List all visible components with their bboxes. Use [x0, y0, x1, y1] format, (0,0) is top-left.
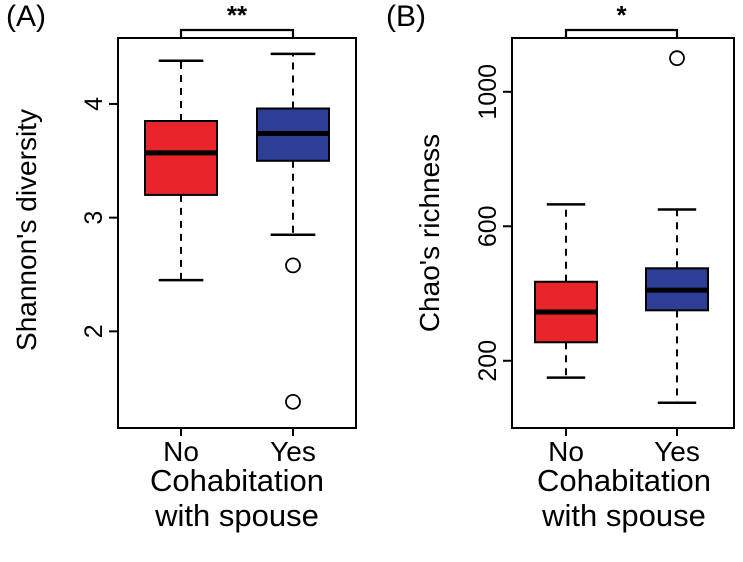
y-tick-label: 3 — [80, 211, 108, 225]
y-tick-label: 600 — [474, 205, 502, 247]
panel-b-x-axis-label-line1: Cohabitation — [536, 463, 712, 498]
y-tick-label: 4 — [80, 97, 108, 111]
significance-label: ** — [227, 0, 248, 30]
panel-b-x-axis-label: Cohabitation with spouse — [536, 463, 712, 533]
x-tick-label: Yes — [270, 436, 316, 467]
plot-frame — [511, 37, 735, 429]
outlier-point — [285, 257, 301, 274]
significance-bracket — [179, 28, 295, 39]
panel-b-label: (B) — [386, 0, 426, 33]
outlier-point — [285, 393, 301, 410]
significance-bracket — [564, 28, 679, 39]
plot-frame — [117, 37, 357, 429]
y-tick-label: 2 — [80, 324, 108, 338]
y-tick-label: 1000 — [474, 64, 502, 120]
x-tick-label: No — [548, 436, 584, 467]
panel-b-x-axis-label-line2: with spouse — [542, 497, 706, 533]
x-tick-label: No — [163, 436, 199, 467]
panel-a-x-axis-label: Cohabitation with spouse — [149, 463, 325, 533]
y-tick-label: 200 — [474, 340, 502, 382]
panel-a-x-axis-label-line2: with spouse — [155, 497, 319, 533]
iqr-box — [144, 120, 218, 196]
panel-a-y-axis-label: Shannon's diversity — [11, 109, 42, 351]
outlier-point — [669, 50, 685, 67]
x-tick-label: Yes — [654, 436, 700, 467]
panel-a-x-axis-label-line1: Cohabitation — [149, 463, 325, 498]
significance-label: * — [616, 0, 627, 30]
panel-b-y-axis-label: Chao's richness — [414, 133, 445, 333]
panel-a-label: (A) — [6, 0, 46, 33]
